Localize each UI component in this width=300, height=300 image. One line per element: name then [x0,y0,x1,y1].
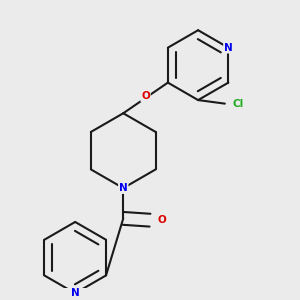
Text: N: N [119,183,128,193]
Text: N: N [224,43,233,53]
Text: O: O [157,215,166,225]
Text: N: N [71,288,80,298]
Text: O: O [141,91,150,101]
Text: Cl: Cl [233,99,244,109]
